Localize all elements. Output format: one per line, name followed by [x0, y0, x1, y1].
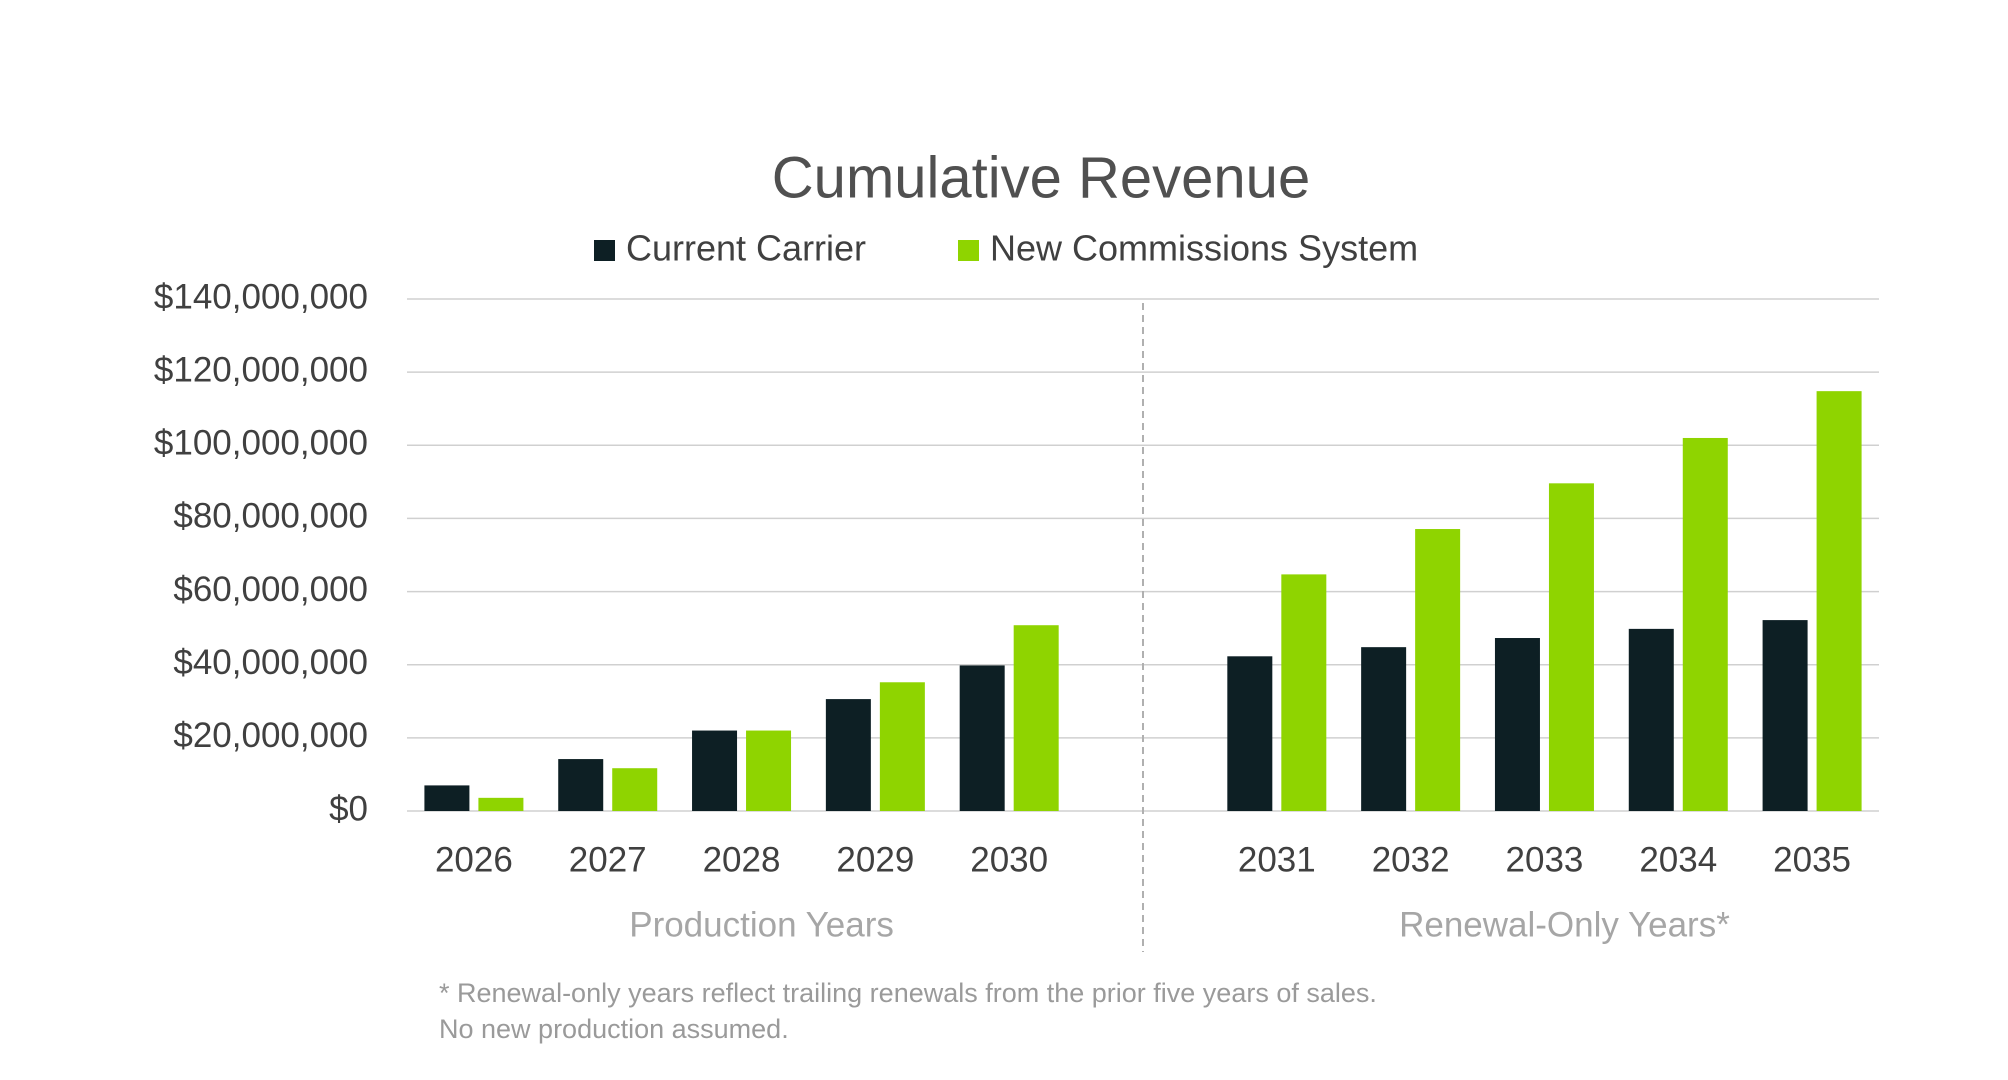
y-tick-label: $80,000,000	[173, 497, 368, 536]
y-tick-label: $120,000,000	[154, 350, 368, 389]
legend-label: Current Carrier	[626, 228, 866, 269]
bar	[692, 730, 738, 811]
bar	[1628, 628, 1674, 811]
bar	[1013, 625, 1059, 811]
bar	[612, 768, 658, 811]
bar	[558, 759, 604, 811]
bar	[424, 785, 470, 811]
bar	[879, 682, 925, 811]
legend-swatch	[958, 240, 979, 261]
bar	[959, 665, 1005, 811]
y-tick-label: $0	[329, 789, 368, 828]
x-tick-label: 2029	[836, 840, 914, 879]
bar	[1281, 574, 1327, 811]
y-tick-label: $100,000,000	[154, 424, 368, 463]
bar	[1548, 483, 1594, 811]
y-tick-label: $20,000,000	[173, 716, 368, 755]
bar	[478, 797, 524, 811]
x-tick-label: 2030	[970, 840, 1048, 879]
y-tick-label: $140,000,000	[154, 277, 368, 316]
chart-title: Cumulative Revenue	[772, 145, 1310, 210]
bar	[825, 699, 871, 811]
group-label: Renewal-Only Years*	[1399, 905, 1730, 944]
x-tick-label: 2033	[1506, 840, 1584, 879]
bar	[1361, 647, 1407, 811]
bar	[1762, 620, 1808, 811]
y-tick-label: $60,000,000	[173, 570, 368, 609]
bar	[1816, 391, 1862, 811]
footnote: No new production assumed.	[439, 1014, 789, 1044]
x-tick-label: 2028	[703, 840, 781, 879]
x-tick-label: 2034	[1639, 840, 1717, 879]
x-tick-label: 2035	[1773, 840, 1851, 879]
bar	[746, 730, 792, 811]
y-tick-label: $40,000,000	[173, 643, 368, 682]
bar	[1682, 437, 1728, 811]
x-tick-label: 2027	[569, 840, 647, 879]
legend-swatch	[594, 240, 615, 261]
legend-label: New Commissions System	[990, 228, 1418, 269]
bar	[1227, 656, 1273, 811]
x-tick-label: 2032	[1372, 840, 1450, 879]
footnote: * Renewal-only years reflect trailing re…	[439, 978, 1377, 1008]
x-tick-label: 2026	[435, 840, 513, 879]
group-label: Production Years	[629, 905, 894, 944]
bar	[1494, 638, 1540, 811]
bar	[1415, 529, 1461, 811]
x-tick-label: 2031	[1238, 840, 1316, 879]
